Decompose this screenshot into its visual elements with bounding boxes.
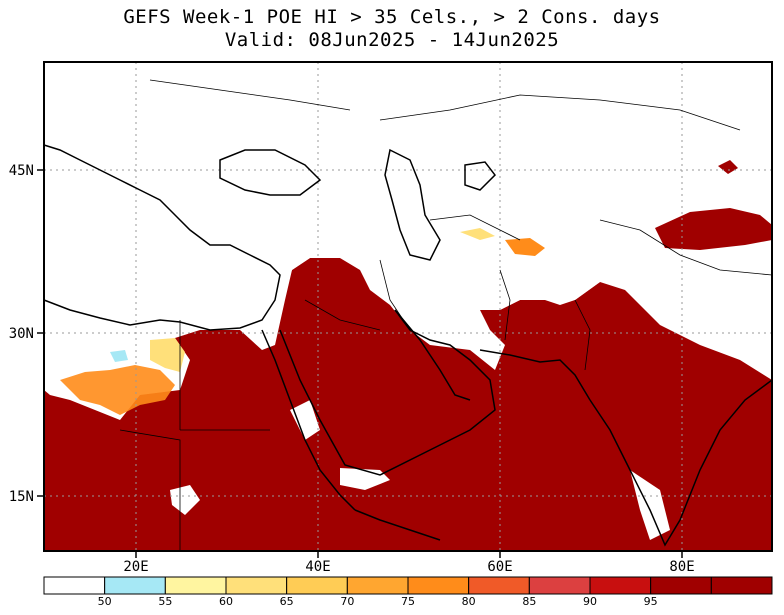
colorbar-bin bbox=[43, 576, 106, 595]
lat-tick-label-30n: 30N bbox=[9, 326, 34, 342]
black-sea bbox=[219, 149, 322, 196]
red-sea-coast bbox=[261, 329, 356, 511]
colorbar-label: 75 bbox=[401, 595, 415, 608]
transition-yellow-libya bbox=[150, 338, 185, 372]
heat-region-kazakh bbox=[718, 160, 738, 174]
transition-orange-libya bbox=[60, 365, 175, 415]
border-kazakhstan bbox=[379, 94, 741, 131]
valid-date-range: Valid: 08Jun2025 - 14Jun2025 bbox=[224, 29, 560, 51]
border-china bbox=[599, 219, 773, 276]
border-saudi-iraq bbox=[304, 299, 381, 331]
lat-tick-label-15n: 15N bbox=[9, 489, 34, 505]
colorbar-bin bbox=[528, 576, 591, 595]
border-chad bbox=[119, 429, 181, 551]
colorbar-bin bbox=[468, 576, 530, 595]
caspian-sea bbox=[384, 148, 441, 261]
aral-sea bbox=[464, 161, 496, 191]
colorbar-label: 70 bbox=[340, 595, 354, 608]
colorbar-bin bbox=[710, 576, 773, 595]
map-frame bbox=[43, 61, 773, 552]
east-africa-horn bbox=[354, 509, 441, 541]
colorbar-bin bbox=[650, 576, 712, 595]
heat-region-central-asia-2 bbox=[460, 228, 495, 240]
low-prob-india-west bbox=[630, 470, 670, 540]
colorbar-label: 90 bbox=[583, 595, 597, 608]
heat-region-china bbox=[655, 208, 772, 250]
iran-pakistan-coast bbox=[479, 349, 591, 401]
lon-tick-label-20e: 20E bbox=[123, 559, 148, 575]
colorbar-label: 80 bbox=[462, 595, 476, 608]
map-title: GEFS Week-1 POE HI > 35 Cels., > 2 Cons.… bbox=[123, 6, 661, 28]
colorbar-bin bbox=[346, 576, 409, 595]
colorbar-bin bbox=[407, 576, 470, 595]
colorbar-bin bbox=[589, 576, 652, 595]
border-iran-iraq bbox=[379, 259, 411, 331]
colorbar-bin bbox=[164, 576, 227, 595]
heat-probability-field bbox=[44, 62, 772, 551]
lon-tick-label-60e: 60E bbox=[487, 559, 512, 575]
transition-cyan-libya bbox=[110, 350, 128, 362]
border-russia-europe bbox=[149, 79, 351, 111]
india-coast bbox=[589, 379, 773, 547]
low-prob-saudi-red-sea bbox=[290, 400, 320, 440]
low-prob-yemen bbox=[340, 468, 390, 490]
low-prob-north bbox=[44, 62, 772, 330]
colorbar: 50 55 60 65 70 75 80 85 90 95 bbox=[43, 576, 773, 608]
arabia-coast bbox=[279, 309, 496, 476]
colorbar-label: 50 bbox=[98, 595, 112, 608]
colorbar-bin bbox=[104, 576, 166, 595]
border-pakistan-india bbox=[574, 299, 591, 371]
border-iran-afghanistan bbox=[499, 269, 511, 341]
gridlines bbox=[44, 62, 772, 551]
country-borders bbox=[119, 79, 773, 551]
heat-region-central-asia bbox=[505, 238, 545, 256]
tick-marks bbox=[37, 169, 683, 558]
colorbar-bin bbox=[286, 576, 348, 595]
low-prob-sudan bbox=[170, 485, 200, 515]
colorbar-label: 65 bbox=[280, 595, 294, 608]
colorbar-label: 55 bbox=[158, 595, 172, 608]
colorbar-label: 95 bbox=[644, 595, 658, 608]
persian-gulf-coast bbox=[394, 309, 471, 401]
lat-tick-label-45n: 45N bbox=[9, 163, 34, 179]
border-turkmenistan bbox=[429, 214, 521, 241]
lon-tick-label-80e: 80E bbox=[669, 559, 694, 575]
coastlines bbox=[43, 144, 773, 547]
colorbar-bin bbox=[225, 576, 288, 595]
colorbar-label: 60 bbox=[219, 595, 233, 608]
colorbar-label: 85 bbox=[522, 595, 536, 608]
lon-tick-label-40e: 40E bbox=[305, 559, 330, 575]
mediterranean-coast bbox=[43, 144, 281, 331]
